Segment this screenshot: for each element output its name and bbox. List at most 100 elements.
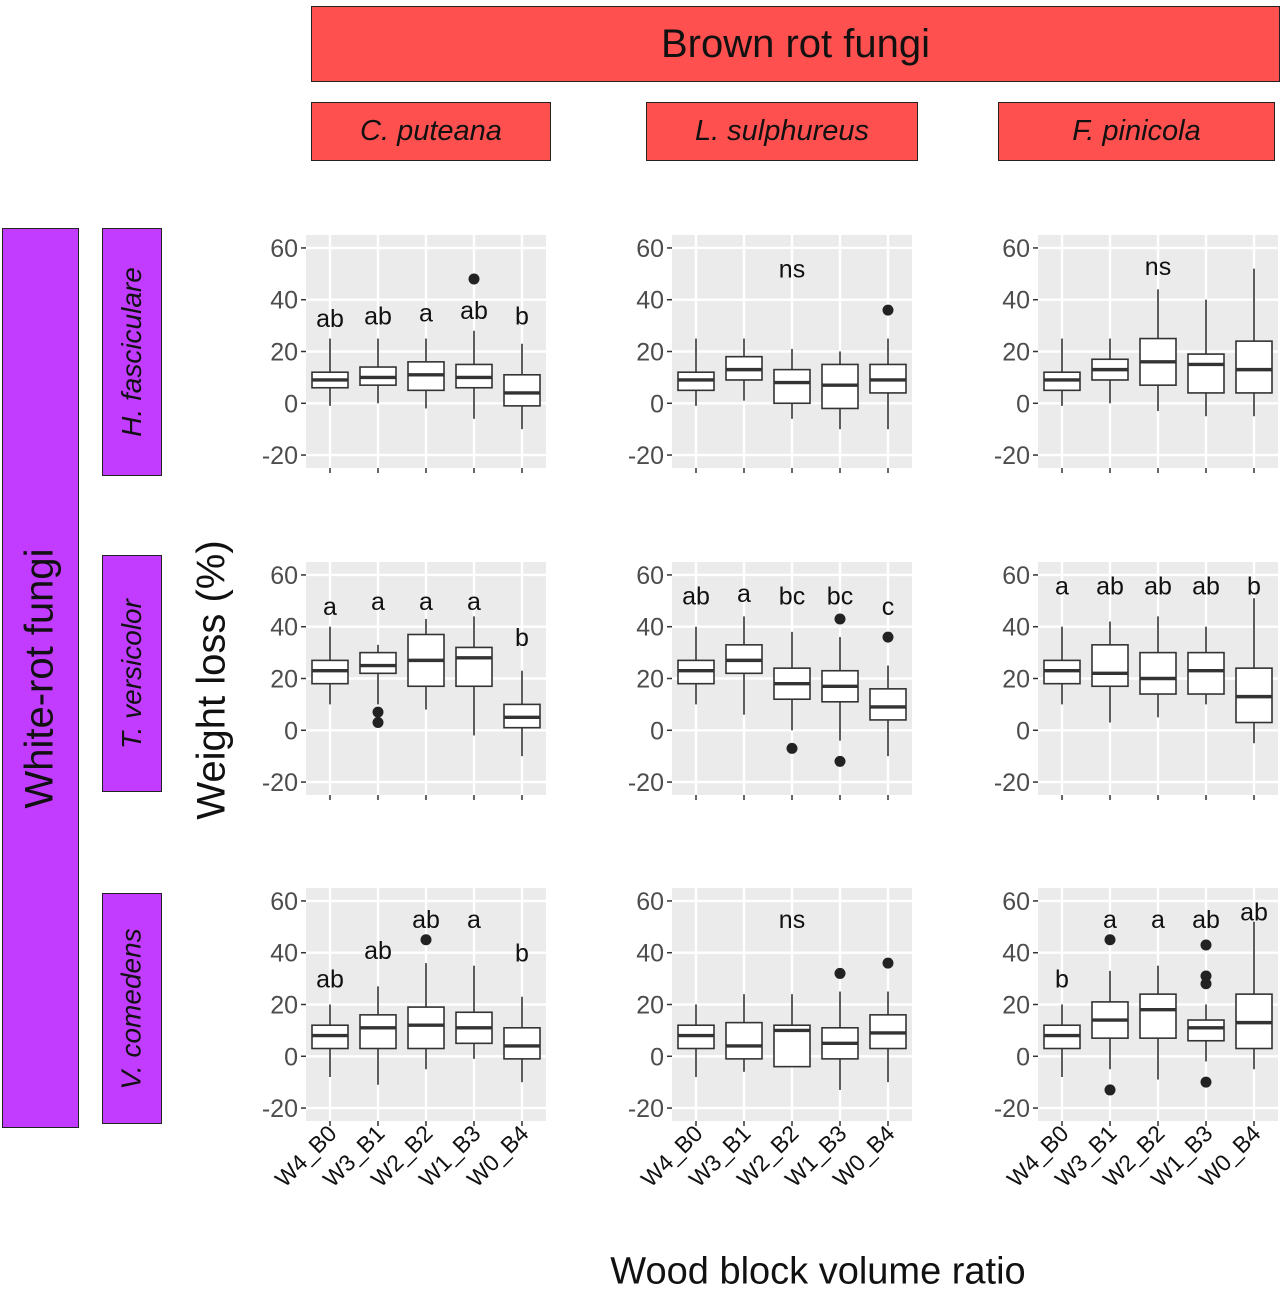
outlier-point: [882, 631, 894, 643]
y-tick-label: -20: [994, 1095, 1030, 1123]
y-tick-label: 20: [270, 992, 298, 1020]
significance-letter: a: [1103, 906, 1117, 934]
box-W4_B0: [311, 626, 349, 705]
outlier-point: [834, 755, 846, 767]
panel-1-3: -20 0 20 40 60 ns: [994, 235, 1278, 473]
significance-letter: a: [467, 906, 481, 934]
significance-letter: c: [882, 593, 895, 621]
y-tick-label: 0: [650, 1043, 664, 1071]
column-strip-1-label: C. puteana: [360, 115, 502, 147]
significance-letter: ab: [460, 297, 488, 325]
column-strip-3: F. pinicola: [998, 102, 1275, 161]
y-tick-label: -20: [994, 769, 1030, 797]
y-tick-label: 20: [636, 339, 664, 367]
y-tick-label: 0: [1016, 1043, 1030, 1071]
significance-letter: a: [323, 593, 337, 621]
outlier-point: [420, 934, 432, 946]
significance-letter: ab: [1144, 572, 1172, 600]
box-W3_B1: [725, 994, 763, 1072]
y-tick-label: 20: [270, 666, 298, 694]
box-iqr: [503, 373, 541, 407]
box-W1_B3: [821, 351, 859, 430]
box-W1_B3: [455, 273, 493, 419]
box-iqr: [1187, 651, 1225, 695]
y-tick-label: -20: [262, 769, 298, 797]
column-strip-1: C. puteana: [311, 102, 551, 161]
box-W2_B2: [1139, 616, 1177, 718]
box-iqr: [1235, 340, 1273, 394]
box-W3_B1: [725, 616, 763, 715]
y-tick-label: 0: [284, 390, 298, 418]
y-tick-label: 40: [636, 287, 664, 315]
box-W4_B0: [1043, 1004, 1081, 1077]
box-W2_B2: [773, 348, 811, 419]
significance-letter: ab: [1192, 906, 1220, 934]
box-W0_B4: [869, 957, 907, 1083]
y-tick-label: 60: [636, 888, 664, 916]
box-W2_B2: [773, 631, 811, 754]
box-W3_B1: [359, 986, 397, 1085]
box-iqr: [725, 1021, 763, 1060]
box-W1_B3: [1187, 626, 1225, 705]
brown-rot-title-strip: Brown rot fungi: [311, 6, 1280, 82]
box-W0_B4: [869, 304, 907, 430]
y-tick-label: 20: [1002, 339, 1030, 367]
y-tick-label: 40: [636, 614, 664, 642]
y-tick-label: -20: [628, 442, 664, 470]
box-iqr: [503, 1027, 541, 1060]
box-iqr: [773, 368, 811, 405]
y-tick-label: 60: [1002, 562, 1030, 590]
significance-letter: ab: [1096, 572, 1124, 600]
box-iqr: [1187, 1019, 1225, 1042]
box-W4_B0: [311, 338, 349, 406]
y-tick-label: 0: [1016, 717, 1030, 745]
box-W0_B4: [503, 343, 541, 430]
panel-2-1: -20 0 20 40 60 a a a a b: [262, 562, 546, 800]
y-tick-label: 0: [284, 717, 298, 745]
box-W3_B1: [1091, 338, 1129, 404]
significance-label: ns: [779, 256, 805, 284]
outlier-point: [1200, 1076, 1212, 1088]
row-strip-2: T. versicolor: [102, 555, 162, 792]
box-W1_B3: [1187, 939, 1225, 1088]
box-W2_B2: [407, 618, 445, 710]
y-tick-label: -20: [262, 1095, 298, 1123]
box-W2_B2: [773, 994, 811, 1068]
y-tick-label: 20: [270, 339, 298, 367]
box-W2_B2: [1139, 289, 1177, 412]
x-axis-label: Wood block volume ratio: [610, 1250, 1026, 1293]
y-tick-label: 60: [270, 562, 298, 590]
y-tick-label: -20: [994, 442, 1030, 470]
outlier-point: [372, 706, 384, 718]
y-tick-label: 20: [1002, 992, 1030, 1020]
significance-letter: bc: [779, 583, 805, 611]
y-tick-label: 60: [1002, 888, 1030, 916]
box-W4_B0: [677, 338, 715, 406]
y-tick-label: -20: [628, 1095, 664, 1123]
box-iqr: [869, 688, 907, 721]
box-W0_B4: [503, 670, 541, 757]
row-strip-3: V. comedens: [102, 893, 162, 1124]
y-tick-label: 0: [650, 390, 664, 418]
outlier-point: [1200, 939, 1212, 951]
significance-letter: b: [515, 940, 529, 968]
significance-letter: ab: [364, 937, 392, 965]
significance-letter: a: [419, 300, 433, 328]
box-iqr: [1139, 993, 1177, 1039]
panel-1-2: -20 0 20 40 60 ns: [628, 235, 912, 473]
significance-letter: a: [467, 588, 481, 616]
significance-letter: ab: [412, 906, 440, 934]
column-strip-2: L. sulphureus: [646, 102, 918, 161]
outlier-point: [786, 742, 798, 754]
outlier-point: [882, 957, 894, 969]
y-tick-label: 40: [1002, 287, 1030, 315]
box-W4_B0: [1043, 338, 1081, 406]
y-tick-label: 60: [636, 235, 664, 263]
box-iqr: [1091, 644, 1129, 688]
outlier-point: [1104, 1084, 1116, 1096]
